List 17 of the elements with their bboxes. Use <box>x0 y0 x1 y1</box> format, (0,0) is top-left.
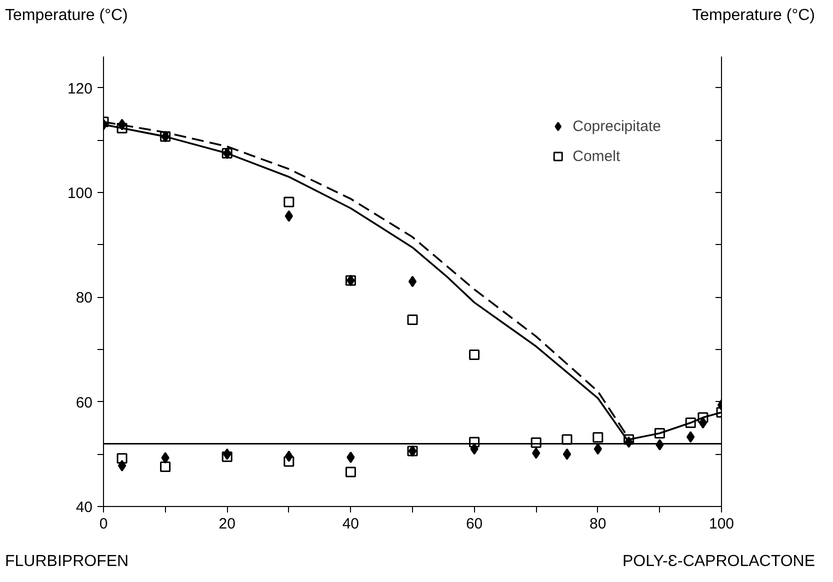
y2-axis-title: Temperature (°C) <box>692 6 815 26</box>
x-tick-label: 80 <box>590 516 606 532</box>
y-axis-title: Temperature (°C) <box>5 6 128 26</box>
y-tick-label: 60 <box>76 394 93 412</box>
x-tick-label: 20 <box>218 516 236 532</box>
y-tick-label: 80 <box>76 290 93 307</box>
text: FLURBIPROFEN <box>5 552 129 572</box>
y-tick-label: 100 <box>67 185 93 202</box>
y-tick-label: 120 <box>67 80 93 98</box>
text: POLY-Ɛ-CAPROLACTONE <box>622 552 815 572</box>
x-tick-label: 0 <box>99 516 108 532</box>
x-tick-label: 60 <box>466 516 483 532</box>
y-tick-label: 40 <box>76 499 93 516</box>
x-tick-label: 100 <box>708 516 734 532</box>
legend-label: Comelt <box>572 148 620 164</box>
legend-label: Coprecipitate <box>572 118 661 134</box>
x-tick-label: 40 <box>342 516 360 532</box>
